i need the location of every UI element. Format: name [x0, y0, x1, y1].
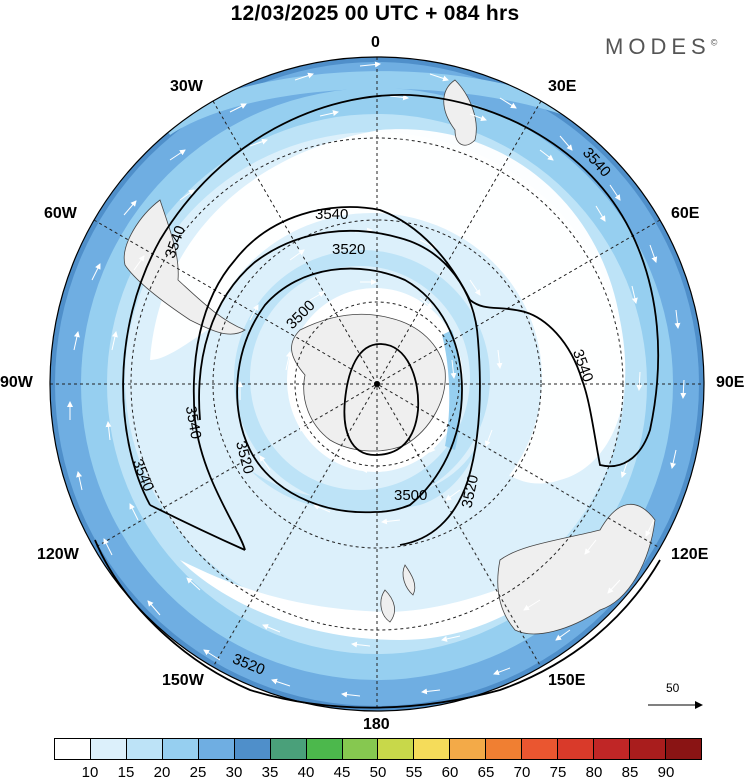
colorbar-segment: [378, 739, 415, 759]
colorbar-segment: [342, 739, 379, 759]
contour-3500-ring: [236, 267, 463, 514]
colorbar-tick-label: 55: [405, 764, 423, 781]
colorbar-segment: [126, 739, 163, 759]
colorbar-tick-label: 75: [549, 764, 567, 781]
colorbar-segment: [270, 739, 307, 759]
colorbar-tick-label: 30: [225, 764, 243, 781]
brand-logo: MODES©: [605, 34, 717, 60]
map-boundary: [49, 56, 705, 712]
lon-label-120w: 120W: [37, 546, 79, 563]
south-america: [123, 199, 246, 335]
colorbar-tick-label: 25: [189, 764, 207, 781]
colorbar-segment: [665, 739, 701, 759]
contour-3480-inner: [343, 343, 420, 456]
south-pole-marker: [374, 381, 380, 387]
contour-label: 3500: [394, 487, 427, 504]
contour-3520-outer: [94, 539, 661, 709]
contour-label: 3520: [459, 473, 483, 509]
map-title: 12/03/2025 00 UTC + 084 hrs: [230, 2, 520, 25]
colorbar-tick-label: 40: [297, 764, 315, 781]
colorbar-segment: [558, 739, 595, 759]
antarctica: [291, 313, 446, 452]
lon-label-150w: 150W: [162, 672, 204, 689]
colorbar-segment: [594, 739, 630, 759]
reference-vector: 50: [648, 681, 703, 709]
colorbar-tick-label: 50: [369, 764, 387, 781]
colorbar-tick-label: 15: [117, 764, 135, 781]
colorbar-tick-label: 85: [621, 764, 639, 781]
new-zealand-north: [402, 564, 416, 596]
contour-label: 3540: [182, 405, 205, 441]
lon-label-180: 180: [363, 716, 390, 733]
reference-vector-label: 50: [666, 681, 680, 695]
lon-label-90e: 90E: [716, 374, 745, 391]
brand-mark: ©: [710, 37, 718, 48]
contour-3520-ring: [198, 230, 481, 546]
colorbar-segment: [630, 739, 666, 759]
colorbar-segment: [522, 739, 559, 759]
lon-label-30e: 30E: [548, 78, 577, 95]
colorbar-tick-label: 90: [657, 764, 675, 781]
colorbar-segment: [90, 739, 127, 759]
colorbar-segment: [198, 739, 235, 759]
colorbar-segment: [450, 739, 487, 759]
colorbar-tick-label: 65: [477, 764, 495, 781]
lon-label-60e: 60E: [671, 205, 700, 222]
contour-label: 3540: [315, 206, 348, 223]
wind-vectors: [67, 61, 687, 698]
contour-label: 3520: [332, 241, 365, 258]
lon-label-60w: 60W: [44, 205, 77, 222]
colorbar-tick-label: 60: [441, 764, 459, 781]
lon-label-150e: 150E: [548, 672, 586, 689]
colorbar-tick-label: 80: [585, 764, 603, 781]
colorbar-segment: [414, 739, 451, 759]
lon-label-30w: 30W: [170, 78, 203, 95]
colorbar-tick-label: 45: [333, 764, 351, 781]
colorbar: [54, 738, 702, 760]
contour-3540-outer: [122, 94, 660, 506]
contour-3540-inner: [149, 504, 246, 551]
colorbar-ticks: 10 15 20 25 30 35 40 45 50 55 60 65 70 75 80 85 90: [54, 764, 702, 782]
brand-name: MODES: [605, 34, 711, 59]
lon-label-120e: 120E: [671, 546, 709, 563]
colorbar-tick-label: 10: [81, 764, 99, 781]
colorbar-segment: [306, 739, 343, 759]
lon-label-90w: 90W: [0, 374, 33, 391]
colorbar-segment: [55, 739, 91, 759]
colorbar-segment: [234, 739, 271, 759]
colorbar-tick-label: 70: [513, 764, 531, 781]
new-zealand-south: [380, 589, 395, 623]
colorbar-segment: [162, 739, 199, 759]
lon-label-0: 0: [371, 34, 380, 51]
polar-map: 3540 3540 3540 3540 3540 3520 3520 3520 …: [49, 56, 705, 712]
colorbar-segment: [486, 739, 523, 759]
colorbar-tick-label: 35: [261, 764, 279, 781]
height-contours: [94, 94, 661, 709]
colorbar-tick-label: 20: [153, 764, 171, 781]
contour-3540-ring: [192, 206, 471, 551]
